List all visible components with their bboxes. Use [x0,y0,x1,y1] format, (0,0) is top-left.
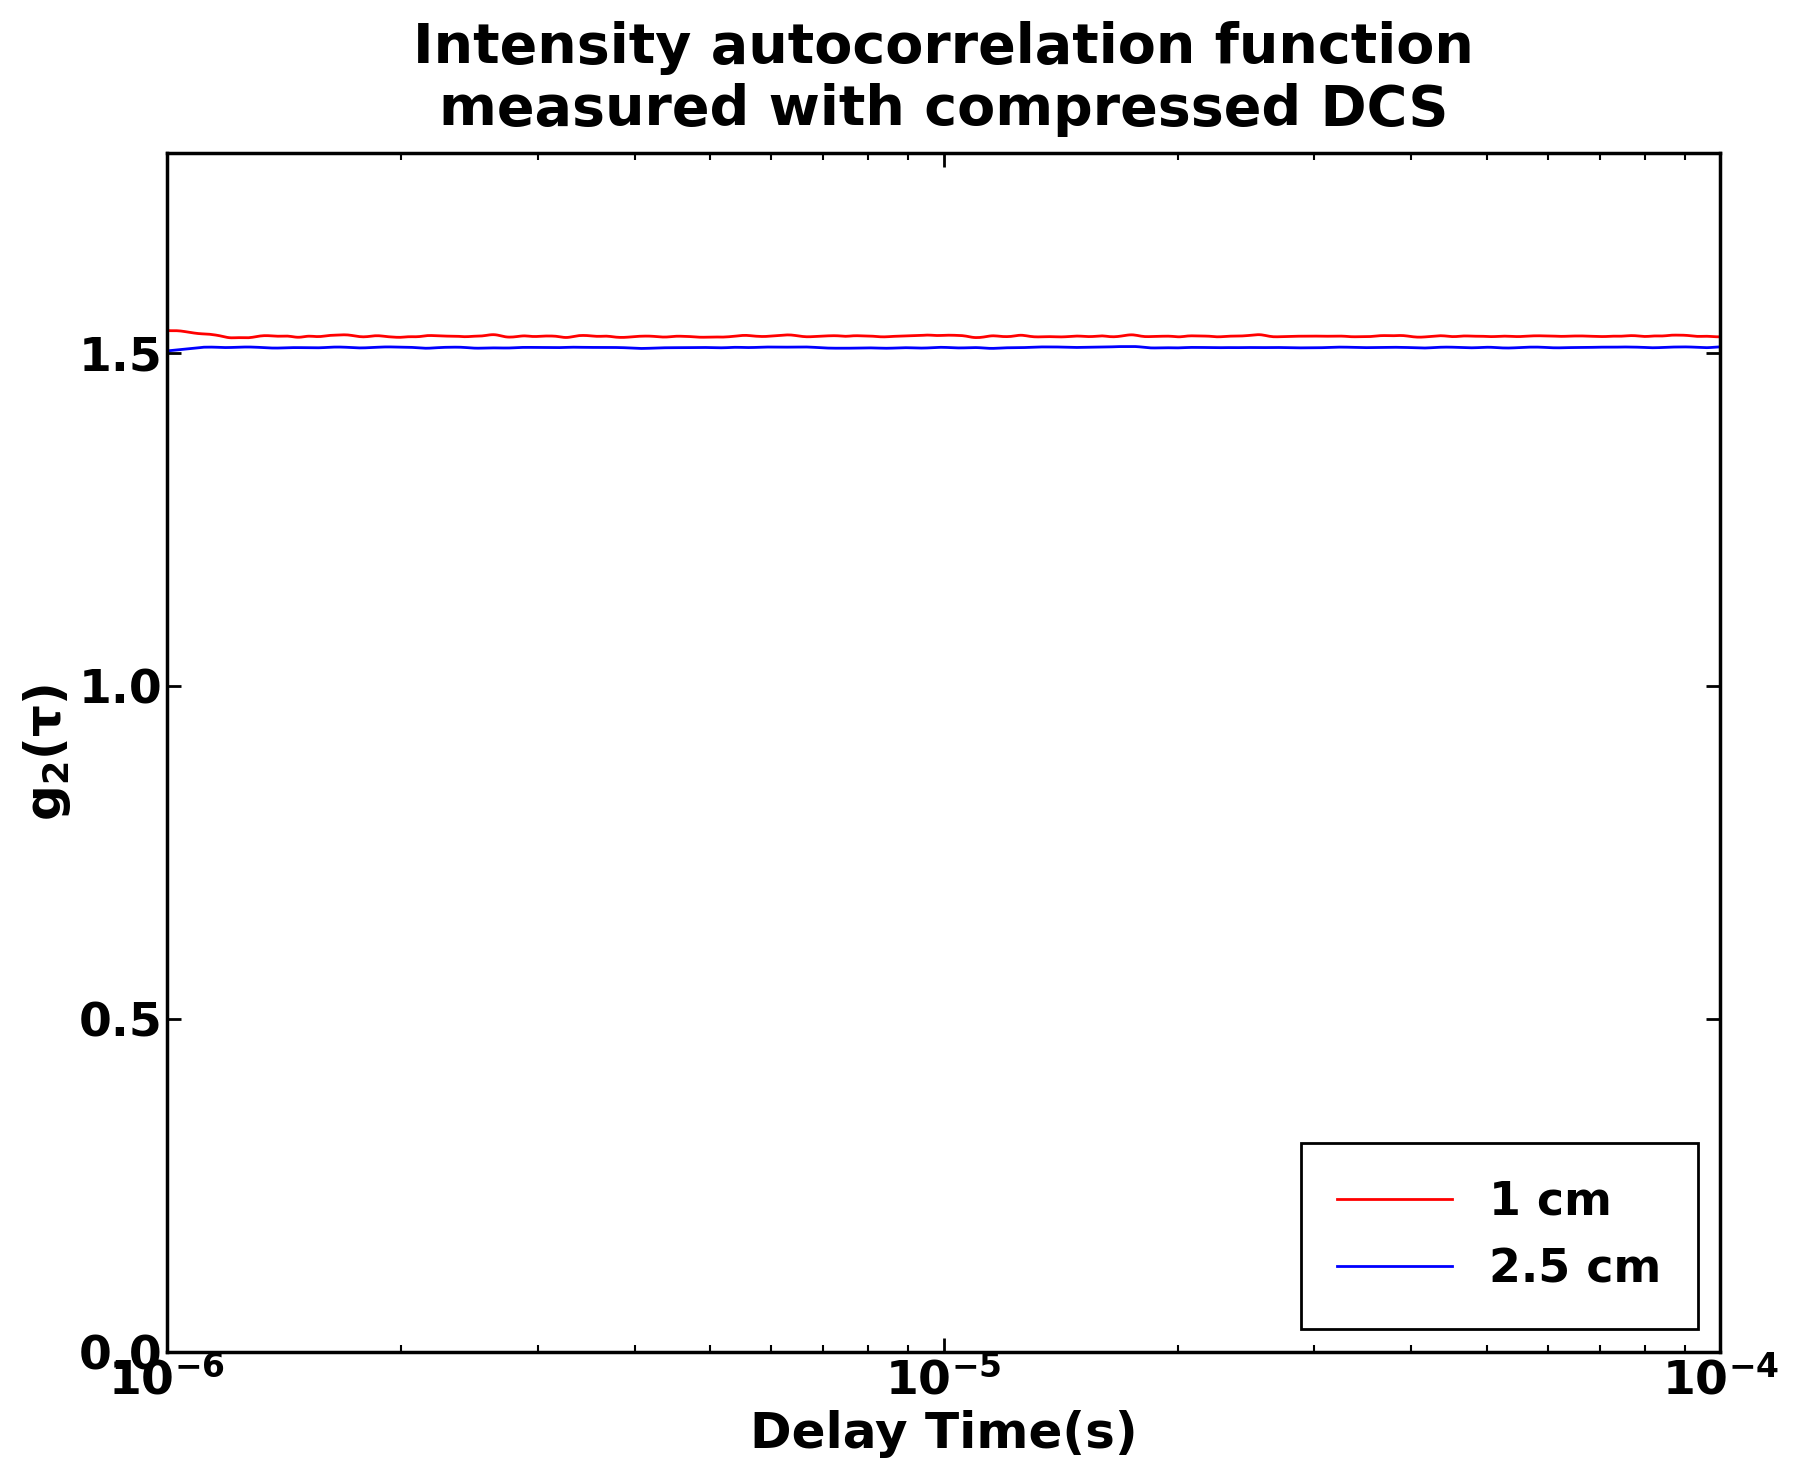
1 cm [1496,327,1517,345]
1 cm [157,322,178,340]
2.5 cm [252,339,274,356]
1 cm [223,328,245,346]
2.5 cm [1710,339,1732,356]
Line: 1 cm: 1 cm [167,331,1721,337]
2.5 cm [1121,337,1143,355]
2.5 cm [1148,339,1170,356]
1 cm [254,327,275,345]
Y-axis label: g$_2$(τ): g$_2$(τ) [22,683,72,821]
2.5 cm [1336,339,1357,356]
1 cm [1710,328,1732,346]
2.5 cm [1100,339,1121,356]
1 cm [1102,328,1123,346]
1 cm [1336,327,1357,345]
2.5 cm [157,342,178,359]
1 cm [1060,327,1082,345]
1 cm [1148,327,1170,345]
Line: 2.5 cm: 2.5 cm [167,346,1721,351]
X-axis label: Delay Time(s): Delay Time(s) [751,1409,1138,1458]
2.5 cm [1058,339,1080,356]
2.5 cm [1496,339,1517,356]
Title: Intensity autocorrelation function
measured with compressed DCS: Intensity autocorrelation function measu… [414,21,1474,138]
Legend: 1 cm, 2.5 cm: 1 cm, 2.5 cm [1301,1143,1697,1330]
